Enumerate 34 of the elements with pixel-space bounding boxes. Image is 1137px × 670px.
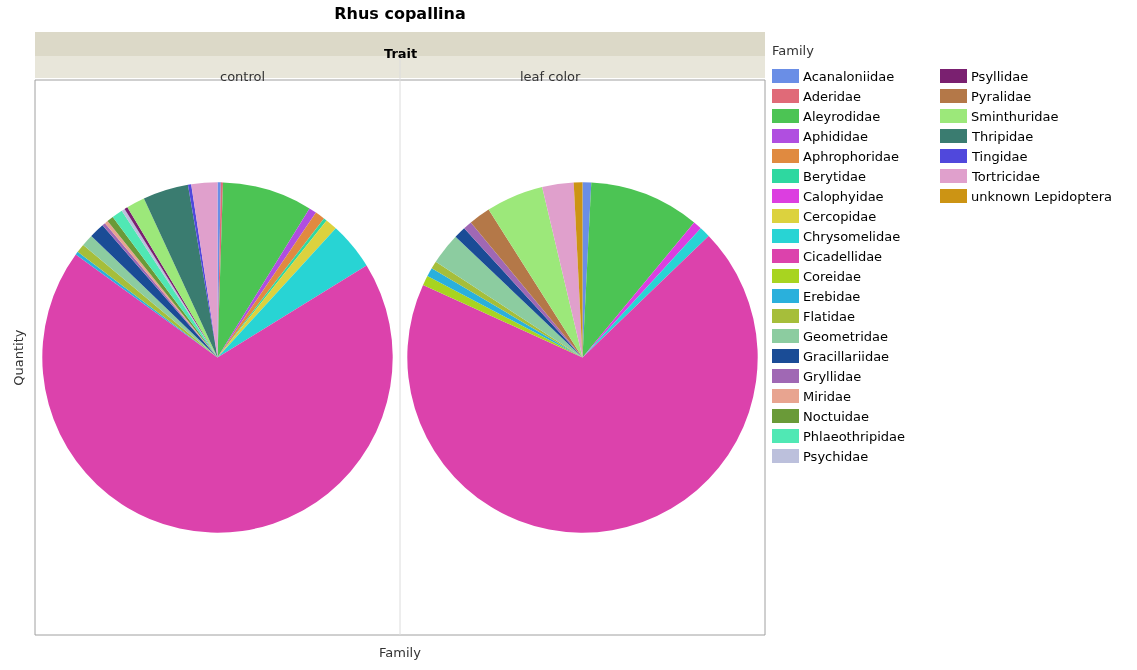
legend-label: Gracillariidae: [803, 349, 890, 364]
legend-label: Erebidae: [803, 289, 861, 304]
legend-label: Gryllidae: [803, 369, 862, 384]
legend-label: Miridae: [803, 389, 852, 404]
legend-label: Tortricidae: [971, 169, 1041, 184]
legend-label: Aphididae: [803, 129, 869, 144]
legend-label: Berytidae: [803, 169, 866, 184]
legend-label: Aphrophoridae: [803, 149, 900, 164]
text: Quantity: [10, 329, 26, 386]
legend-label: Aleyrodidae: [803, 109, 881, 124]
legend-label: Pyralidae: [971, 89, 1032, 104]
legend-label: Psychidae: [803, 449, 869, 464]
text: Family: [379, 645, 422, 660]
legend-label: Tingidae: [971, 149, 1028, 164]
legend-label: Calophyidae: [803, 189, 884, 204]
chart-title: Rhus copallina: [334, 4, 466, 24]
legend-label: Cercopidae: [803, 209, 877, 224]
slice-label: control: [220, 69, 266, 84]
legend-label: Aderidae: [803, 89, 862, 104]
legend-label: Thripidae: [971, 129, 1034, 144]
legend-label: Noctuidae: [803, 409, 869, 424]
legend-label: Phlaeothripidae: [803, 429, 905, 444]
legend-label: Acanaloniidae: [803, 69, 895, 84]
legend-label: Chrysomelidae: [803, 229, 901, 244]
legend-label: Cicadellidae: [803, 249, 883, 264]
legend-title: Family: [772, 43, 815, 58]
legend-label: Psyllidae: [971, 69, 1029, 84]
text: Trait: [384, 46, 418, 61]
legend-label: unknown Lepidoptera: [971, 189, 1112, 204]
legend-label: Coreidae: [803, 269, 861, 284]
legend-label: Flatidae: [803, 309, 855, 324]
slice-label: leaf color: [520, 69, 581, 84]
legend-label: Sminthuridae: [971, 109, 1059, 124]
legend-label: Geometridae: [803, 329, 888, 344]
